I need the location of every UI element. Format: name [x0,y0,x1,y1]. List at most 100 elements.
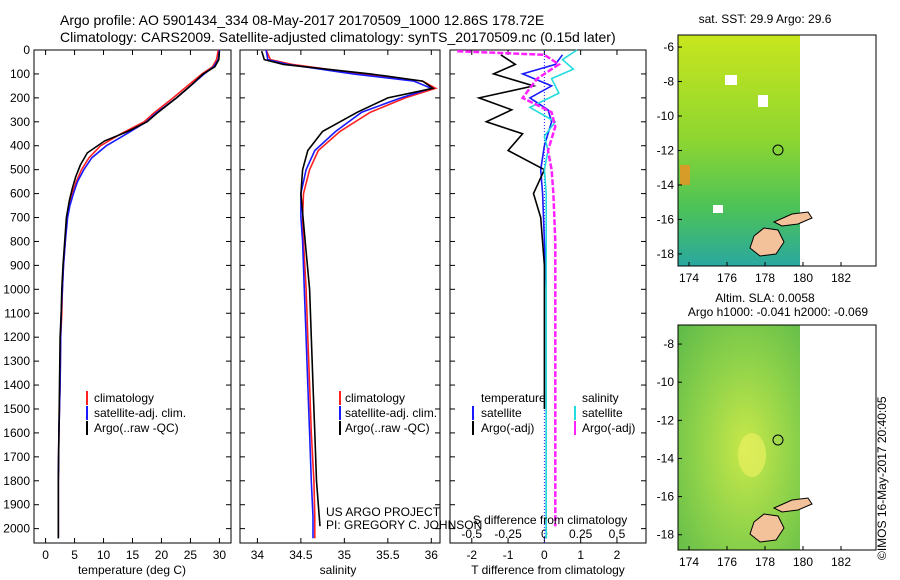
y-tick-label: 900 [10,258,30,272]
x-tick-label: 0 [541,548,548,562]
series-line-satellite-adj-clim- [57,49,221,539]
x-tick-label: 20 [155,548,169,562]
legend-climatology: climatology [345,391,405,405]
x-tick-label: -2 [466,548,477,562]
s-tick-label: -0.5 [461,527,482,541]
temperature-panel: 0100200300400500600700800900100011001200… [3,43,232,577]
x-tick-label: 25 [184,548,198,562]
map-y-tick-label: -12 [657,413,675,427]
x-tick-label: 1 [577,548,584,562]
sla-map-subtitle: Argo h1000: -0.041 h2000: -0.069 [688,305,868,319]
map-y-tick-label: -6 [663,40,674,54]
project-credit: US ARGO PROJECT [326,505,441,519]
y-tick-label: 1100 [4,306,30,320]
map-y-tick-label: -8 [663,75,674,89]
sla-field [678,325,800,550]
y-tick-label: 500 [10,163,30,177]
sst-map: sat. SST: 29.9 Argo: 29.6 174 176 178 180 18… [657,12,877,285]
map-x-tick-label: 174 [679,271,699,285]
salinity-frame [239,49,441,544]
temperature-legend: climatology satellite-adj. clim. Argo(..… [86,391,186,435]
series-line-satellite-adj-clim- [265,49,434,539]
sst-no-data [800,35,876,266]
series-line-climatology [57,49,220,539]
profile-title: Argo profile: AO 5901434_334 08-May-2017… [60,12,545,28]
s-tick-label: 0.25 [569,527,593,541]
x-tick-label: -1 [503,548,514,562]
legend-temperature-heading: temperature [481,391,546,405]
salinity-axis-label: salinity [320,563,357,577]
salinity-legend: climatology satellite-adj. clim. Argo(..… [339,391,437,435]
map-y-tick-label: -8 [663,337,674,351]
legend-salinity-heading: salinity [582,391,619,405]
y-tick-label: 1500 [3,402,30,416]
y-tick-label: 2000 [3,522,30,536]
sla-map: Altim. SLA: 0.0058 Argo h1000: -0.041 h2… [657,291,877,569]
y-tick-label: 200 [10,91,30,105]
difference-legend: temperature satellite Argo(-adj) salinit… [472,391,635,435]
series-line-argo-raw-qc- [57,51,221,539]
y-tick-label: 1400 [3,378,30,392]
series-line-s-argo [457,49,562,527]
y-tick-label: 600 [10,187,30,201]
difference-frame [449,49,647,544]
y-tick-label: 1600 [3,426,30,440]
map-x-tick-label: 180 [793,555,813,569]
map-x-tick-label: 182 [831,271,851,285]
map-x-tick-label: 176 [717,271,737,285]
island-vanua-levu [772,211,813,227]
y-tick-label: 400 [10,139,30,153]
map-x-tick-label: 178 [755,555,775,569]
island-viti-levu [749,227,785,257]
x-tick-label: 0 [42,548,49,562]
map-y-tick-label: -12 [657,144,675,158]
map-y-tick-label: -18 [657,247,675,261]
legend-t-satellite: satellite [481,406,522,420]
y-tick-label: 1900 [3,498,30,512]
x-tick-label: 35 [338,548,352,562]
legend-argo: Argo(..raw -QC) [345,421,430,435]
climatology-title: Climatology: CARS2009. Satellite-adjuste… [60,29,616,45]
legend-argo: Argo(..raw -QC) [94,421,179,435]
argo-float-marker [772,144,784,156]
y-tick-label: 700 [10,211,30,225]
map-y-tick-label: -16 [657,490,675,504]
x-tick-label: 34.5 [289,548,313,562]
y-tick-label: 100 [10,67,30,81]
legend-s-argo: Argo(-adj) [582,421,635,435]
sst-cloud-gap [713,205,723,213]
map-y-tick-label: -10 [657,109,675,123]
temperature-frame [33,49,232,544]
temperature-axis-label: temperature (deg C) [78,563,186,577]
map-x-tick-label: 174 [679,555,699,569]
y-tick-label: 1200 [3,330,30,344]
s-difference-axis-label: S difference from climatology [473,513,628,527]
salinity-panel: 34 34.5 35 35.5 36 salinity climatology sate… [239,49,482,577]
map-y-tick-label: -10 [657,375,675,389]
sst-warm-patch [680,165,690,185]
x-tick-label: 5 [71,548,78,562]
series-line-t-argo [476,54,546,409]
x-tick-label: 15 [126,548,140,562]
s-tick-label: -0.25 [494,527,522,541]
island-vanua-levu [772,497,813,513]
legend-satellite: satellite-adj. clim. [94,406,186,420]
legend-s-satellite: satellite [582,406,623,420]
sla-no-data [800,325,876,550]
argo-float-marker [772,434,784,446]
y-tick-label: 300 [10,115,30,129]
x-tick-label: 35.5 [376,548,400,562]
x-tick-label: 30 [213,548,227,562]
sst-cloud-gap [725,75,737,85]
series-line-climatology [265,49,438,539]
y-tick-label: 0 [23,43,30,57]
x-tick-label: 10 [97,548,111,562]
y-tick-label: 1700 [3,450,30,464]
sst-map-title: sat. SST: 29.9 Argo: 29.6 [699,12,832,26]
pi-credit: PI: GREGORY C. JOHNSON [326,518,482,532]
imos-timestamp: ©IMOS 16-May-2017 20:40:05 [875,396,889,560]
island-viti-levu [749,513,785,543]
x-tick-label: 36 [425,548,439,562]
map-y-tick-label: -14 [657,178,675,192]
